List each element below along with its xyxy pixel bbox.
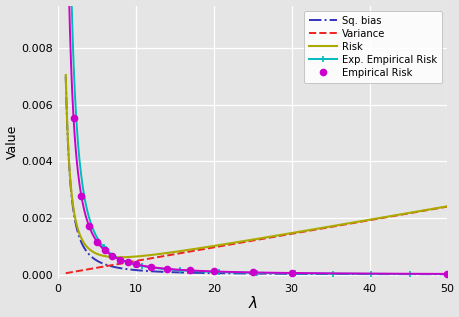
Empirical Risk [117, 258, 123, 262]
Risk [117, 256, 122, 259]
Sq. bias [325, 272, 330, 276]
Variance [63, 271, 68, 275]
Empirical Risk [187, 268, 193, 272]
Empirical Risk [164, 267, 169, 271]
Risk [231, 241, 236, 244]
Empirical Risk [110, 254, 115, 258]
Exp. Empirical Risk [367, 272, 372, 276]
Variance [360, 219, 365, 223]
Variance [217, 244, 222, 248]
Risk [63, 73, 68, 77]
Empirical Risk [211, 269, 216, 273]
Empirical Risk [86, 224, 92, 228]
Exp. Empirical Risk [217, 270, 222, 274]
Empirical Risk [125, 261, 130, 264]
Empirical Risk [288, 271, 294, 275]
Variance [102, 264, 107, 268]
Sq. bias [102, 262, 107, 266]
Legend: Sq. bias, Variance, Risk, Exp. Empirical Risk, Empirical Risk: Sq. bias, Variance, Risk, Exp. Empirical… [304, 10, 442, 82]
Empirical Risk [94, 240, 100, 243]
Line: Exp. Empirical Risk: Exp. Empirical Risk [62, 0, 450, 278]
Empirical Risk [78, 194, 84, 198]
X-axis label: λ: λ [248, 296, 257, 311]
Empirical Risk [71, 116, 76, 120]
Line: Risk: Risk [66, 75, 447, 257]
Exp. Empirical Risk [444, 272, 449, 276]
Variance [367, 218, 372, 222]
Exp. Empirical Risk [102, 246, 107, 250]
Sq. bias [367, 272, 372, 276]
Exp. Empirical Risk [325, 272, 330, 275]
Risk [325, 225, 330, 229]
Exp. Empirical Risk [360, 272, 365, 276]
Sq. bias [360, 272, 365, 276]
Empirical Risk [148, 265, 154, 269]
Exp. Empirical Risk [230, 270, 236, 274]
Empirical Risk [102, 249, 107, 252]
Risk [444, 204, 449, 208]
Sq. bias [63, 74, 68, 78]
Sq. bias [230, 271, 236, 275]
Y-axis label: Value: Value [6, 125, 18, 159]
Empirical Risk [444, 272, 449, 276]
Line: Variance: Variance [66, 207, 447, 273]
Sq. bias [444, 272, 449, 276]
Line: Sq. bias: Sq. bias [66, 76, 447, 274]
Sq. bias [217, 271, 222, 275]
Risk [217, 243, 223, 247]
Variance [444, 205, 449, 209]
Empirical Risk [249, 270, 255, 274]
Line: Empirical Risk: Empirical Risk [62, 0, 449, 277]
Risk [102, 254, 107, 258]
Variance [230, 242, 236, 246]
Risk [367, 218, 373, 222]
Empirical Risk [133, 262, 138, 266]
Risk [360, 219, 366, 223]
Variance [325, 226, 330, 230]
